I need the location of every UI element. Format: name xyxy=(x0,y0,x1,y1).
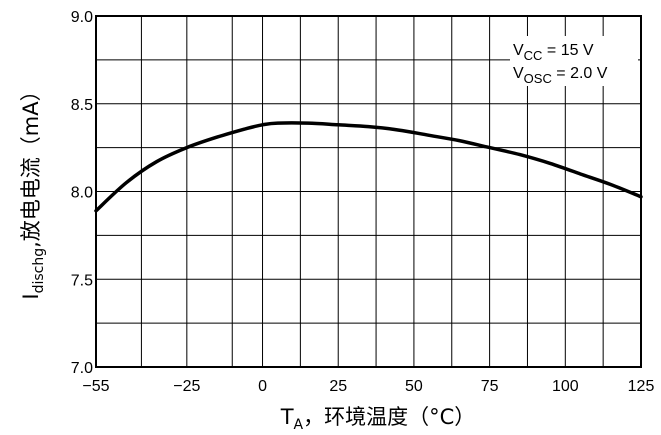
y-tick-label: 9.0 xyxy=(71,9,93,26)
x-tick-label: 100 xyxy=(552,378,579,395)
y-axis-label: Idischg,放电电流（mA） xyxy=(19,80,47,299)
grid xyxy=(95,15,642,368)
y-axis-label-rest: ,放电电流（mA） xyxy=(19,80,43,248)
x-tick-label: 125 xyxy=(628,378,655,395)
x-tick-labels: −55 −25 0 25 50 75 100 125 xyxy=(82,378,654,395)
y-tick-label: 8.0 xyxy=(71,185,93,202)
annotation-background xyxy=(510,36,638,86)
x-tick-label: 25 xyxy=(329,378,347,395)
y-tick-label: 7.5 xyxy=(71,272,93,289)
series-line xyxy=(94,121,643,213)
x-tick-label: 50 xyxy=(405,378,423,395)
x-axis-label-main: T xyxy=(280,405,294,429)
x-tick-label: −55 xyxy=(82,378,109,395)
y-tick-label: 7.0 xyxy=(71,360,93,377)
series xyxy=(94,121,643,213)
annotation-text: VCC = 15 V xyxy=(513,42,594,63)
x-tick-label: 0 xyxy=(258,378,267,395)
x-tick-label: −25 xyxy=(173,378,200,395)
x-tick-label: 75 xyxy=(481,378,499,395)
x-axis-label-rest: ，环境温度（°C） xyxy=(303,405,475,429)
y-axis-label-subscript: dischg xyxy=(31,248,47,294)
annotation-text: VOSC = 2.0 V xyxy=(513,65,608,86)
y-tick-labels: 7.0 7.5 8.0 8.5 9.0 xyxy=(71,9,93,377)
y-axis-label-main: I xyxy=(19,293,43,299)
y-tick-label: 8.5 xyxy=(71,97,93,114)
x-axis-label: TA，环境温度（°C） xyxy=(280,405,476,433)
x-axis-label-subscript: A xyxy=(294,417,304,433)
